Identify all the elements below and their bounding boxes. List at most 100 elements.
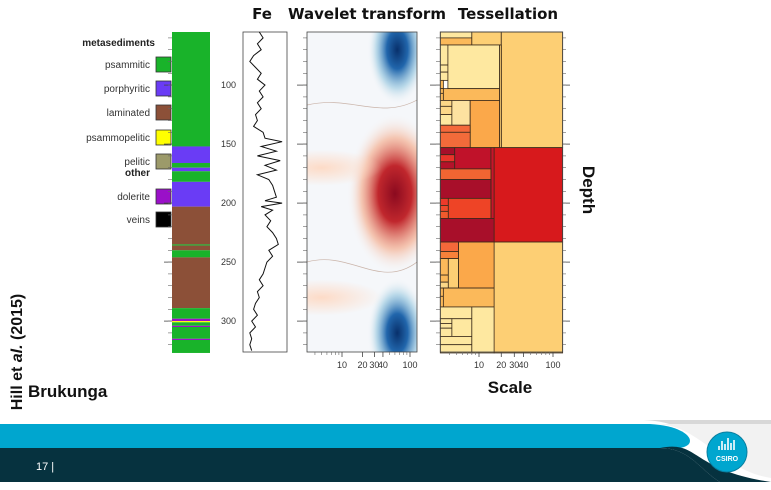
tessellation-block <box>471 31 502 46</box>
tessellation-block <box>439 161 456 170</box>
wavelet-positive-feature <box>346 113 417 274</box>
tessellation-block <box>439 105 453 115</box>
lithology-interval <box>172 257 210 309</box>
depth-axis-label: Depth <box>579 166 598 214</box>
wavelet-contour <box>307 99 417 273</box>
lithology-interval <box>172 146 210 163</box>
scale-axis-label: Scale <box>488 378 532 397</box>
tessellation-block <box>439 64 449 73</box>
depth-tick-label: 100 <box>221 80 236 90</box>
tessellation-block <box>493 241 564 354</box>
scale-tick-label: 30 <box>509 360 519 370</box>
tessellation-block <box>439 323 453 329</box>
lithology-interval <box>172 162 210 168</box>
legend-group-other: other <box>125 168 150 179</box>
tessellation-block <box>439 79 444 90</box>
tessellation-block <box>451 100 471 126</box>
scale-tick-label: 30 <box>369 360 379 370</box>
scale-tick-label: 40 <box>519 360 529 370</box>
tessellation-block <box>439 218 495 243</box>
scale-tick-label: 20 <box>496 360 506 370</box>
lithology-interval <box>172 244 210 246</box>
legend-swatch <box>155 80 172 97</box>
legend-label: porphyritic <box>104 84 150 95</box>
tessellation-block <box>471 306 495 354</box>
wavelet-positive-feature <box>307 149 382 186</box>
lithology-interval <box>172 32 210 147</box>
tessellation-block <box>458 241 495 289</box>
tessellation-panel: 10 20 30 40 100 <box>439 31 564 370</box>
page-number: 17 | <box>36 461 54 473</box>
lithology-interval <box>172 318 210 322</box>
citation: Hill et al. (2015) <box>9 294 26 411</box>
depth-tick-label: 150 <box>221 139 236 149</box>
tessellation-block <box>439 44 449 66</box>
lithology-column <box>172 32 210 353</box>
tessellation-block <box>439 88 444 94</box>
lithology-interval <box>172 167 210 172</box>
tessellation-block <box>439 168 492 180</box>
tessellation-block <box>439 258 449 276</box>
lithology-legend: metasediments other psammitic porphyritic… <box>82 38 172 228</box>
tessellation-block <box>439 92 444 101</box>
legend-swatch <box>155 211 172 228</box>
depth-tick-label: 250 <box>221 257 236 267</box>
wavelet-positive-feature <box>307 279 382 316</box>
tessellation-block <box>454 147 492 170</box>
scale-tick-label: 100 <box>402 360 417 370</box>
scale-tick-label: 10 <box>337 360 347 370</box>
legend-swatch <box>155 104 172 121</box>
tessellation-block <box>447 44 501 90</box>
depth-tick-label: 300 <box>221 316 236 326</box>
lithology-interval <box>172 206 210 245</box>
tessellation-block <box>439 306 473 320</box>
legend-label: pelitic <box>124 157 150 168</box>
depth-tick-label: 200 <box>221 198 236 208</box>
lithology-interval <box>172 322 210 326</box>
tessellation-block <box>439 295 444 308</box>
lithology-interval <box>172 250 210 258</box>
legend-group-metasediments: metasediments <box>82 38 155 49</box>
tessellation-block <box>442 287 495 308</box>
tessellation-block <box>439 287 444 297</box>
tessellation-block <box>493 147 564 243</box>
tessellation-block <box>439 281 449 289</box>
tessellation-block <box>439 124 471 133</box>
tessellation-block <box>439 327 453 337</box>
tessellation-block <box>439 71 449 81</box>
tessellation-block <box>439 205 449 212</box>
legend-swatch <box>155 129 172 146</box>
wavelet-frame <box>306 31 418 353</box>
tessellation-block <box>439 147 456 156</box>
tessellation-block <box>500 31 564 149</box>
tessellation-block <box>439 197 449 206</box>
csiro-logo: CSIRO <box>706 431 748 473</box>
lithology-interval <box>172 339 210 353</box>
tessellation-block <box>439 318 453 324</box>
lithology-interval <box>172 171 210 182</box>
tessellation-block <box>499 44 502 149</box>
scale-tick-label: 10 <box>474 360 484 370</box>
tessellation-block <box>451 318 473 337</box>
tessellation-block <box>447 197 492 219</box>
tessellation-block <box>490 147 495 219</box>
lithology-interval <box>172 321 210 323</box>
tessellation-block <box>439 100 453 107</box>
slide-footer: 17 | CSIRO <box>0 420 771 482</box>
tessellation-block <box>439 154 456 163</box>
legend-label: veins <box>127 215 150 226</box>
lithology-interval <box>172 308 210 319</box>
lithology-interval <box>172 181 210 207</box>
legend-swatch <box>155 188 172 205</box>
tessellation-block <box>439 114 453 126</box>
fe-line <box>249 31 283 351</box>
tessellation-block <box>439 31 473 39</box>
fe-panel <box>242 31 288 353</box>
tessellation-block <box>447 258 459 289</box>
tessellation-block <box>439 336 473 346</box>
lithology-interval <box>172 325 210 327</box>
legend-swatch <box>155 153 172 170</box>
logo-text: CSIRO <box>716 456 739 463</box>
legend-label: laminated <box>107 108 150 119</box>
tessellation-block <box>439 210 449 219</box>
